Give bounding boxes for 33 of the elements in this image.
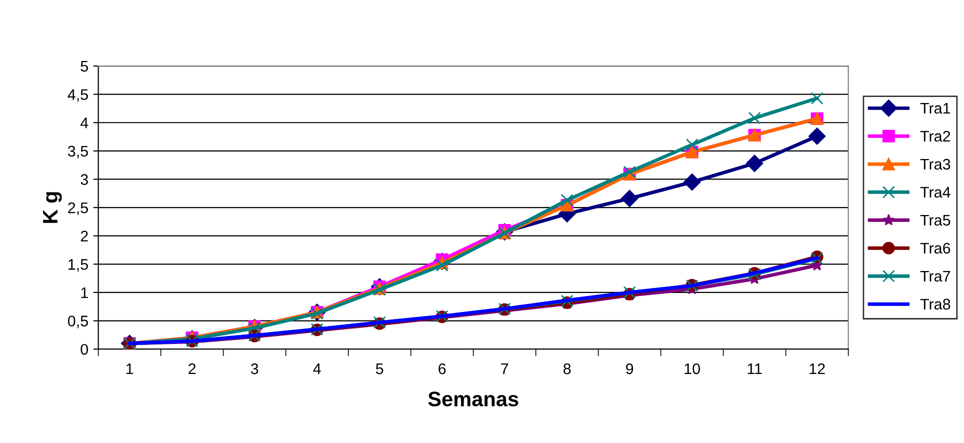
y-tick-label: 2 — [80, 230, 88, 242]
legend-label: Tra1 — [920, 103, 950, 114]
y-tick-label: 1 — [81, 287, 88, 298]
legend-label: Tra2 — [920, 130, 950, 142]
y-tick-label: 5 — [80, 61, 88, 72]
x-tick-label: 6 — [438, 363, 446, 374]
x-tick-label: 4 — [313, 364, 321, 374]
x-tick-label: 9 — [626, 363, 634, 374]
x-tick-label: 11 — [748, 364, 762, 374]
x-tick-label: 5 — [376, 364, 384, 374]
y-axis-title: K g — [43, 192, 62, 223]
legend-label: Tra8 — [920, 298, 950, 310]
x-tick-label: 10 — [684, 363, 700, 374]
x-tick-label: 1 — [126, 364, 134, 374]
y-tick-label: 1,5 — [68, 259, 88, 272]
legend-label: Tra5 — [920, 214, 950, 226]
y-tick-label: 3,5 — [68, 146, 88, 158]
legend-label: Tra7 — [920, 270, 950, 282]
y-tick-label: 0,5 — [68, 316, 88, 328]
x-tick-label: 7 — [501, 364, 508, 374]
x-tick-label: 2 — [188, 363, 196, 374]
y-tick-label: 0 — [80, 344, 88, 355]
legend-label: Tra4 — [920, 186, 950, 198]
y-tick-label: 3 — [80, 174, 88, 185]
x-tick-label: 12 — [810, 363, 825, 374]
y-tick-label: 4,5 — [68, 89, 88, 102]
y-tick-label: 4 — [80, 118, 88, 128]
y-tick-label: 2,5 — [68, 202, 88, 216]
x-axis-title: Semanas — [428, 392, 518, 406]
legend-label: Tra3 — [920, 158, 950, 170]
legend-label: Tra6 — [920, 242, 950, 254]
x-tick-label: 8 — [563, 363, 571, 374]
x-tick-label: 3 — [250, 363, 258, 374]
